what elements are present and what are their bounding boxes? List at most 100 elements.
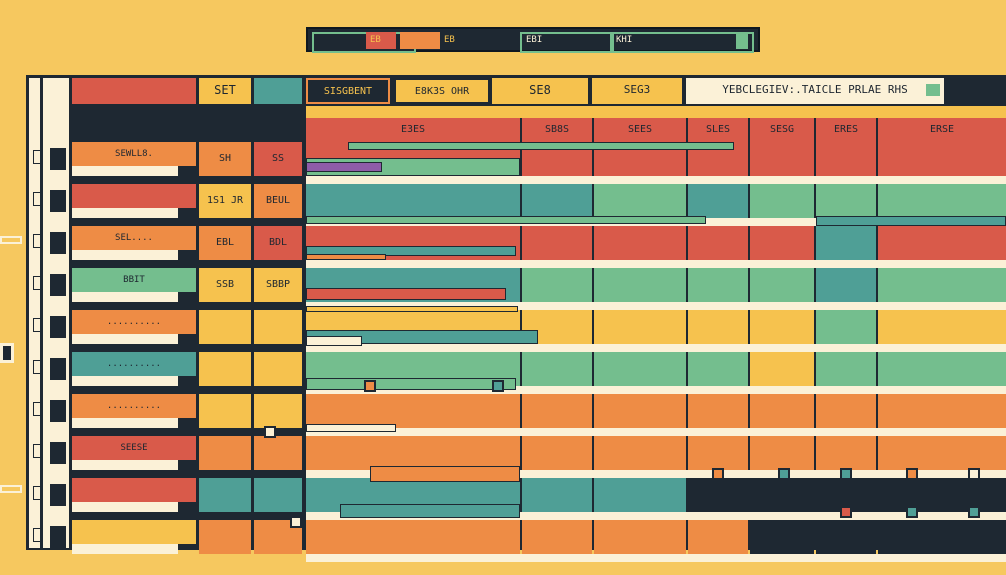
cell-status-icon[interactable] bbox=[968, 506, 980, 518]
row-grid-cell[interactable] bbox=[816, 310, 876, 344]
row-handle[interactable] bbox=[50, 526, 66, 548]
row-cell-a[interactable]: 1S1 JR bbox=[199, 184, 251, 218]
row-cell-a[interactable] bbox=[199, 478, 251, 512]
row-grid-cell[interactable] bbox=[750, 142, 814, 176]
row-grid-cell[interactable] bbox=[816, 436, 876, 470]
cell-status-icon[interactable] bbox=[840, 506, 852, 518]
row-name-cell[interactable]: .......... bbox=[72, 310, 196, 334]
row-name-cell[interactable]: SEWLL8. bbox=[72, 142, 196, 166]
gantt-bar[interactable] bbox=[306, 162, 382, 172]
subheader-c4[interactable]: SLES bbox=[688, 118, 748, 142]
row-grid-cell[interactable] bbox=[688, 520, 748, 554]
cell-status-icon[interactable] bbox=[906, 506, 918, 518]
cell-status-icon[interactable] bbox=[712, 468, 724, 480]
row-grid-cell[interactable] bbox=[750, 436, 814, 470]
row-grid-cell[interactable] bbox=[594, 478, 686, 512]
row-grid-cell[interactable] bbox=[594, 352, 686, 386]
row-grid-cell[interactable] bbox=[688, 226, 748, 260]
row-cell-b[interactable] bbox=[254, 436, 302, 470]
row-grid-cell[interactable] bbox=[816, 268, 876, 302]
row-grid-cell[interactable] bbox=[750, 226, 814, 260]
row-name-cell[interactable]: SEL.... bbox=[72, 226, 196, 250]
row-timeline-band[interactable] bbox=[306, 394, 520, 428]
row-grid-cell[interactable] bbox=[878, 436, 1006, 470]
cell-status-icon[interactable] bbox=[264, 426, 276, 438]
row-grid-cell[interactable] bbox=[522, 436, 592, 470]
row-grid-cell[interactable] bbox=[878, 184, 1006, 218]
header-col6[interactable]: SE8 bbox=[492, 78, 588, 104]
row-cell-b[interactable]: BEUL bbox=[254, 184, 302, 218]
row-grid-cell[interactable] bbox=[750, 184, 814, 218]
row-grid-cell[interactable] bbox=[594, 268, 686, 302]
row-name-cell[interactable] bbox=[72, 478, 196, 502]
toolbar-segment-d[interactable] bbox=[610, 32, 754, 53]
row-grid-cell[interactable] bbox=[522, 394, 592, 428]
cell-status-icon[interactable] bbox=[364, 380, 376, 392]
row-grid-cell[interactable] bbox=[750, 478, 814, 512]
row-cell-b[interactable] bbox=[254, 310, 302, 344]
toolbar-segment-c[interactable] bbox=[520, 32, 614, 53]
row-grid-cell[interactable] bbox=[816, 184, 876, 218]
row-handle[interactable] bbox=[50, 358, 66, 380]
cell-status-icon[interactable] bbox=[778, 468, 790, 480]
cell-status-icon[interactable] bbox=[492, 380, 504, 392]
row-handle[interactable] bbox=[50, 232, 66, 254]
row-cell-b[interactable]: SBBP bbox=[254, 268, 302, 302]
gantt-bar[interactable] bbox=[306, 378, 516, 390]
row-grid-cell[interactable] bbox=[594, 184, 686, 218]
row-name-cell[interactable]: SEESE bbox=[72, 436, 196, 460]
subheader-c5[interactable]: SESG bbox=[750, 118, 814, 142]
row-grid-cell[interactable] bbox=[522, 268, 592, 302]
row-grid-cell[interactable] bbox=[522, 184, 592, 218]
row-grid-cell[interactable] bbox=[878, 226, 1006, 260]
row-grid-cell[interactable] bbox=[594, 436, 686, 470]
row-grid-cell[interactable] bbox=[878, 352, 1006, 386]
row-handle[interactable] bbox=[50, 148, 66, 170]
row-cell-a[interactable] bbox=[199, 310, 251, 344]
row-grid-cell[interactable] bbox=[522, 478, 592, 512]
subheader-c6[interactable]: ERES bbox=[816, 118, 876, 142]
row-cell-a[interactable] bbox=[199, 520, 251, 554]
row-cell-b[interactable]: SS bbox=[254, 142, 302, 176]
row-grid-cell[interactable] bbox=[522, 352, 592, 386]
subheader-c3[interactable]: SEES bbox=[594, 118, 686, 142]
header-col3[interactable] bbox=[254, 78, 302, 104]
subheader-c2[interactable]: SB8S bbox=[522, 118, 592, 142]
gantt-bar[interactable] bbox=[306, 254, 386, 260]
row-cell-b[interactable] bbox=[254, 394, 302, 428]
row-handle[interactable] bbox=[50, 400, 66, 422]
row-grid-cell[interactable] bbox=[688, 478, 748, 512]
row-cell-b[interactable]: BDL bbox=[254, 226, 302, 260]
row-timeline-band[interactable] bbox=[306, 184, 520, 218]
row-grid-cell[interactable] bbox=[594, 310, 686, 344]
row-grid-cell[interactable] bbox=[750, 520, 814, 554]
row-grid-cell[interactable] bbox=[750, 310, 814, 344]
gantt-bar[interactable] bbox=[306, 288, 506, 300]
row-cell-b[interactable] bbox=[254, 478, 302, 512]
gantt-bar[interactable] bbox=[348, 142, 734, 150]
cell-status-icon[interactable] bbox=[840, 468, 852, 480]
row-grid-cell[interactable] bbox=[816, 142, 876, 176]
row-name-cell[interactable]: .......... bbox=[72, 352, 196, 376]
row-handle[interactable] bbox=[50, 442, 66, 464]
row-grid-cell[interactable] bbox=[688, 394, 748, 428]
cell-status-icon[interactable] bbox=[290, 516, 302, 528]
gantt-bar[interactable] bbox=[370, 466, 520, 482]
row-grid-cell[interactable] bbox=[750, 394, 814, 428]
row-cell-a[interactable] bbox=[199, 436, 251, 470]
gantt-bar[interactable] bbox=[816, 216, 1006, 226]
row-grid-cell[interactable] bbox=[816, 352, 876, 386]
row-grid-cell[interactable] bbox=[878, 268, 1006, 302]
row-cell-a[interactable] bbox=[199, 394, 251, 428]
row-handle[interactable] bbox=[50, 484, 66, 506]
header-col2[interactable]: SET bbox=[199, 78, 251, 104]
row-handle[interactable] bbox=[50, 316, 66, 338]
row-grid-cell[interactable] bbox=[688, 268, 748, 302]
gantt-bar[interactable] bbox=[306, 306, 518, 312]
row-grid-cell[interactable] bbox=[594, 226, 686, 260]
row-grid-cell[interactable] bbox=[688, 310, 748, 344]
gantt-bar[interactable] bbox=[340, 504, 520, 518]
row-grid-cell[interactable] bbox=[688, 436, 748, 470]
row-grid-cell[interactable] bbox=[688, 352, 748, 386]
gantt-bar[interactable] bbox=[306, 424, 396, 432]
